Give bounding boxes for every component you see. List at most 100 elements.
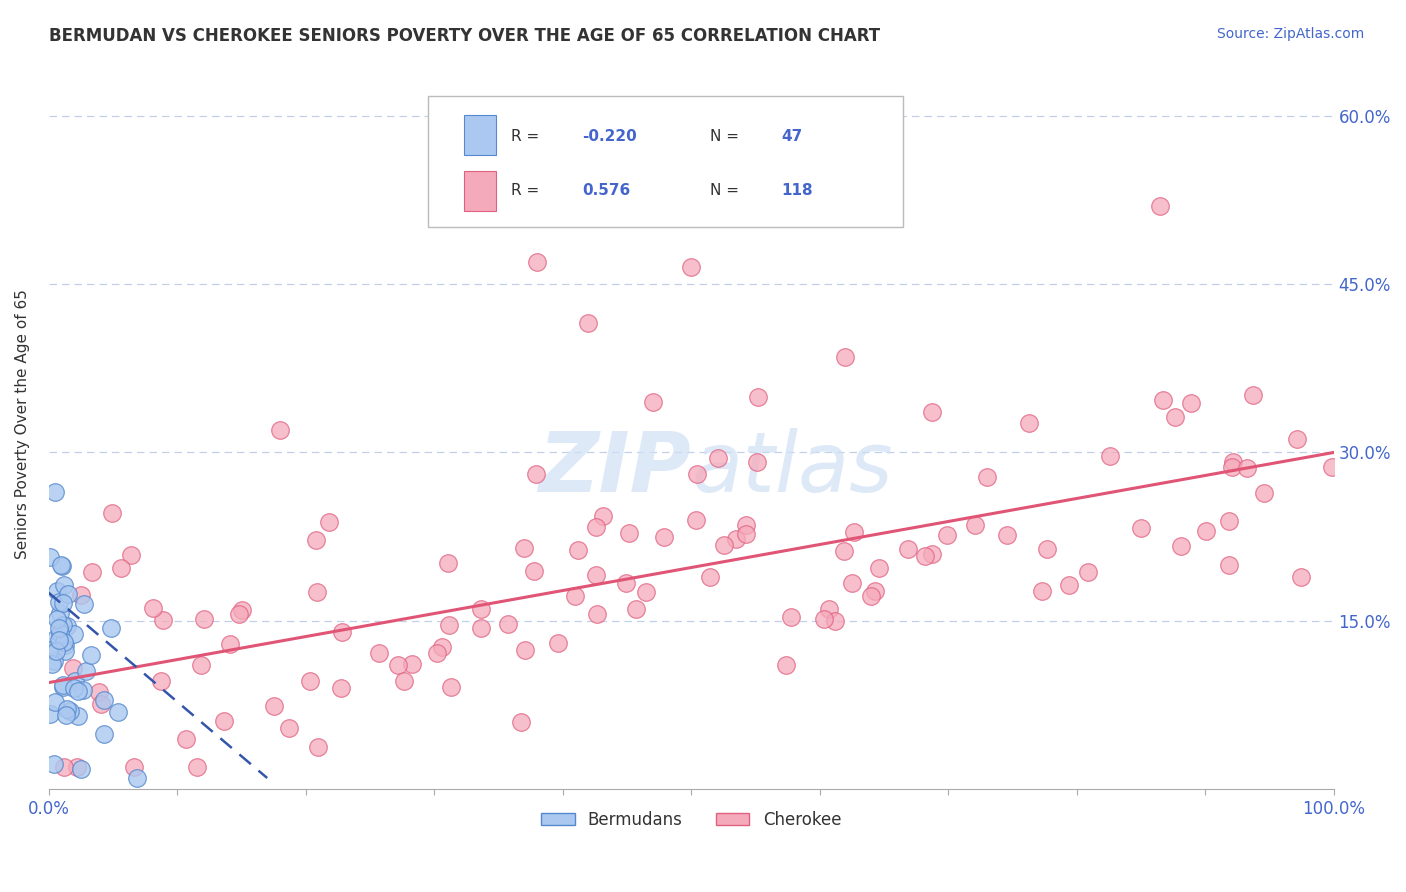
Text: 118: 118: [782, 184, 813, 198]
Point: [120, 548, 142, 562]
Point: [1180, 396, 1202, 410]
Point: [935, 527, 957, 541]
Point: [1285, 433, 1308, 447]
Point: [842, 524, 865, 539]
Point: [67, 708, 90, 723]
Point: [440, 680, 463, 694]
Point: [307, 740, 329, 755]
FancyBboxPatch shape: [464, 114, 496, 154]
Point: [49, 606, 72, 620]
Point: [976, 470, 998, 484]
Point: [67, 684, 90, 698]
Point: [193, 611, 215, 625]
Point: [59, 704, 82, 718]
Point: [564, 589, 586, 603]
Point: [523, 564, 546, 578]
Point: [305, 533, 328, 547]
Point: [868, 561, 890, 575]
Point: [330, 625, 353, 640]
Point: [142, 601, 165, 615]
Point: [392, 673, 415, 688]
Point: [318, 515, 340, 529]
Point: [39, 549, 62, 564]
Point: [401, 657, 423, 671]
Point: [1077, 565, 1099, 579]
Point: [863, 583, 886, 598]
Point: [921, 405, 943, 419]
Point: [1031, 583, 1053, 598]
Point: [49, 558, 72, 572]
Point: [80, 565, 103, 579]
Point: [174, 732, 197, 747]
Point: [44, 654, 66, 668]
Point: [1057, 578, 1080, 592]
Point: [228, 607, 250, 621]
Point: [1218, 558, 1240, 572]
Y-axis label: Seniors Poverty Over the Age of 65: Seniors Poverty Over the Age of 65: [15, 290, 30, 559]
Point: [780, 610, 803, 624]
Point: [368, 646, 391, 660]
Point: [122, 760, 145, 774]
Point: [72, 683, 94, 698]
Point: [44, 695, 66, 709]
Point: [62, 681, 84, 696]
Point: [1098, 449, 1121, 463]
Point: [52, 617, 75, 632]
Point: [860, 589, 883, 603]
Point: [66, 760, 89, 774]
Point: [46, 611, 69, 625]
Point: [110, 561, 132, 575]
Point: [55, 708, 77, 723]
Point: [585, 568, 607, 582]
Point: [150, 673, 173, 688]
Point: [470, 602, 492, 616]
Point: [1291, 570, 1313, 584]
Point: [576, 317, 599, 331]
Point: [48, 621, 70, 635]
Point: [1220, 460, 1243, 475]
Point: [724, 532, 747, 546]
Point: [63, 673, 86, 688]
Point: [93, 693, 115, 707]
Point: [52, 760, 75, 774]
FancyBboxPatch shape: [427, 96, 903, 227]
Point: [387, 657, 409, 672]
Point: [56, 702, 79, 716]
Point: [914, 549, 936, 564]
Point: [567, 543, 589, 558]
Point: [686, 467, 709, 481]
Point: [1170, 539, 1192, 553]
Point: [52, 678, 75, 692]
Point: [1130, 521, 1153, 535]
Point: [263, 698, 285, 713]
Legend: Bermudans, Cherokee: Bermudans, Cherokee: [534, 805, 848, 836]
Point: [586, 607, 609, 622]
Point: [524, 467, 547, 481]
Point: [1253, 486, 1275, 500]
Point: [1218, 514, 1240, 528]
Point: [41, 657, 63, 672]
Point: [70, 762, 93, 776]
Point: [48, 626, 70, 640]
Point: [735, 518, 758, 533]
Point: [1241, 388, 1264, 402]
Point: [52, 680, 75, 694]
Point: [699, 570, 721, 584]
Point: [231, 603, 253, 617]
Point: [745, 455, 768, 469]
Point: [585, 520, 607, 534]
Point: [1195, 524, 1218, 539]
Point: [897, 542, 920, 557]
Point: [87, 685, 110, 699]
Point: [437, 556, 460, 570]
Point: [45, 644, 67, 658]
Point: [1152, 393, 1174, 408]
Point: [100, 621, 122, 635]
Point: [841, 575, 863, 590]
Point: [547, 636, 569, 650]
Text: atlas: atlas: [692, 427, 893, 508]
Point: [921, 547, 943, 561]
Point: [734, 526, 756, 541]
Point: [437, 617, 460, 632]
Point: [42, 757, 65, 772]
